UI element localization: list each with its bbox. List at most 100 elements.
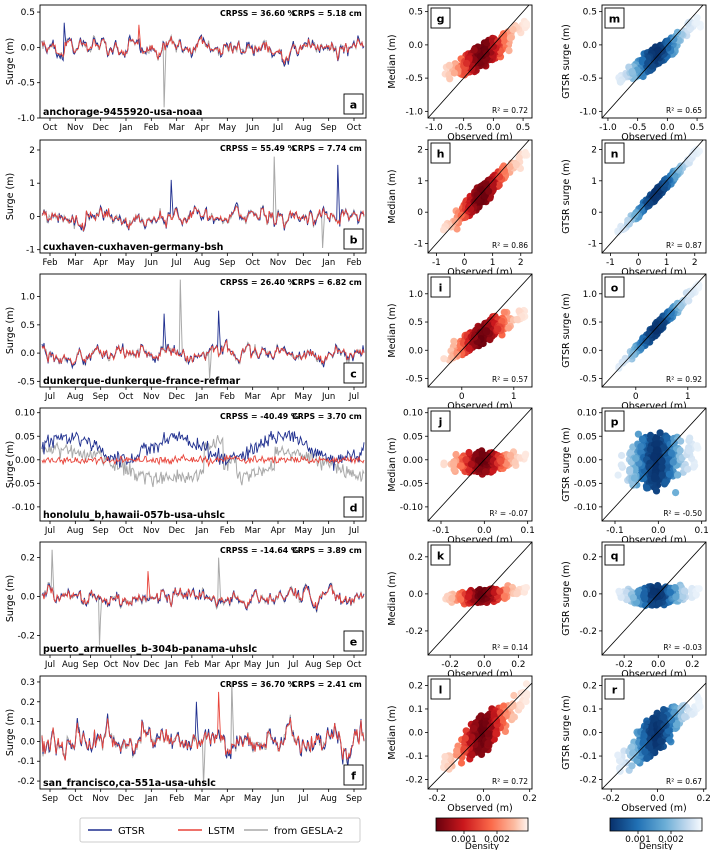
scatter_median-point-h [451,217,459,225]
series-lstm-a [41,24,365,65]
scatter_median-xlabel-h: Observed (m) [447,267,512,278]
scatter_median-ytick-label-h: 0 [417,208,423,218]
scatter_median-point-i [450,337,458,345]
scatter_gtsr-point-n [690,150,698,158]
scatter_gtsr-ytick-label-m: -1.0 [579,107,597,117]
scatter_gtsr-ytick-label-m: -0.5 [579,74,597,84]
scatter_median-ytick-label-h: 1 [417,177,423,187]
scatter_median-ytick-label-h: 2 [417,145,423,155]
scatter_median-point-j [478,450,486,458]
ts-month-label-c: Jul [348,392,359,402]
scatter_median-xlabel-j: Observed (m) [447,535,512,546]
scatter_median-point-g [483,39,491,47]
ts-ytick-label-d: -0.10 [12,503,36,513]
scatter_median-point-g [505,47,513,55]
ts-month-label-d: Oct [119,526,134,536]
ts-ylabel-a: Surge (m) [5,38,16,85]
scatter_median-point-g [477,52,485,60]
scatter_gtsr-point-m [644,59,652,67]
scatter_median-point-h [483,181,491,189]
ts-month-label-c: Mar [245,392,262,402]
scatter_median-one-to-one-line-j [428,408,532,521]
scatter_median-one-to-one-line-i [428,274,532,387]
scatter_median-letter-box-h [430,142,451,164]
scatter_median-point-j [452,450,460,459]
ts-month-label-b: Jun [144,258,158,268]
scatter_median-point-h [496,173,504,181]
scatter_gtsr-point-m [673,28,682,36]
scatter_median-ylabel-j: Median (m) [387,437,398,491]
ts-month-label-d: Jan [194,526,208,536]
scatter_gtsr-point-o [658,320,666,328]
scatter_median-point-j [449,461,458,469]
scatter_gtsr-xtick-label-n: 1 [664,258,670,268]
ts-month-label-c: Nov [143,392,160,402]
scatter_median-points-j [440,447,530,478]
scatter_median-point-g [450,69,458,77]
scatter_median-point-g [522,20,531,28]
scatter_median-points-h [440,148,531,234]
scatter_gtsr-point-p [634,430,643,438]
scatter_median-r2-j: R² = -0.07 [489,509,528,518]
scatter_gtsr-point-n [646,199,654,207]
scatter_median-one-to-one-line-g [428,5,530,118]
scatter_gtsr-panel-letter-o: o [611,282,619,295]
timeseries-frame-b [39,139,367,254]
scatter_median-ytick-label-g: 0.0 [409,41,424,51]
scatter_median-xlabel-g: Observed (m) [447,132,512,143]
panel-letter-c: c [350,368,357,381]
panel-letter-d: d [350,502,358,515]
ts-month-label-d: Aug [67,526,84,536]
scatter_median-point-j [497,457,505,465]
ts-month-label-a: Oct [347,123,362,133]
scatter_gtsr-panel-p: 0.100.050.00-0.05-0.10-0.1 0.0 0.1Observed… [561,407,709,546]
ts-ytick-label-c: 0.0 [21,349,36,359]
scatter_median-point-h [506,163,514,171]
ts-month-label-b: Sep [219,258,235,268]
scatter_gtsr-point-o [684,297,693,305]
ts-month-label-b: Mar [67,258,84,268]
scatter_median-point-i [515,307,523,315]
ts-month-label-a: Aug [295,123,312,133]
scatter_median-xtick-label-j: 0.0 [477,526,492,536]
scatter_median-point-j [506,451,515,459]
ts-ylabel-b: Surge (m) [5,173,16,220]
scatter_gtsr-xlabel-m: Observed (m) [621,132,686,143]
scatter_median-ytick-label-i: 0.5 [409,318,423,328]
crps-annotation-a: CRPS = 5.18 cm [292,9,362,18]
ts-month-label-d: Dec [168,526,185,536]
scatter_median-letter-box-i [430,276,451,298]
scatter_median-point-g [500,37,508,45]
scatter_median-ytick-label-j: 0.10 [403,409,423,419]
ts-ytick-label-c: -0.5 [17,377,35,387]
timeseries-frame-a [39,4,367,119]
panel-letter-box-c [343,362,364,384]
scatter_median-point-j [465,448,473,457]
scatter_median-point-h [485,187,493,195]
ts-month-label-c: Feb [220,392,235,402]
scatter_median-point-j [440,461,448,469]
ts-month-label-a: Jul [272,123,283,133]
scatter_gtsr-ytick-label-n: 0 [591,208,597,218]
scatter_median-xtick-label-g: -1.0 [425,123,443,133]
scatter_gtsr-xlabel-n: Observed (m) [621,267,686,278]
series-lstm-d [41,453,365,468]
panel-letter-box-a [343,93,364,115]
scatter_median-letter-box-j [430,410,451,432]
scatter_median-point-i [440,355,448,363]
scatter_gtsr-point-n [675,164,683,172]
scatter_median-point-g [488,37,497,45]
scatter_gtsr-xtick-label-o: 1 [685,392,691,402]
ts-ytick-label-b: -1 [26,246,35,256]
scatter_median-ytick-label-j: 0.05 [403,432,423,442]
scatter_median-point-i [500,308,508,316]
scatter_median-point-i [482,328,491,336]
ts-ylabel-d: Surge (m) [5,441,16,488]
scatter_median-point-h [512,161,520,169]
scatter_median-panel-letter-h: h [437,148,445,161]
ts-month-label-a: Oct [43,123,58,133]
scatter_gtsr-panel-letter-n: n [611,148,619,161]
